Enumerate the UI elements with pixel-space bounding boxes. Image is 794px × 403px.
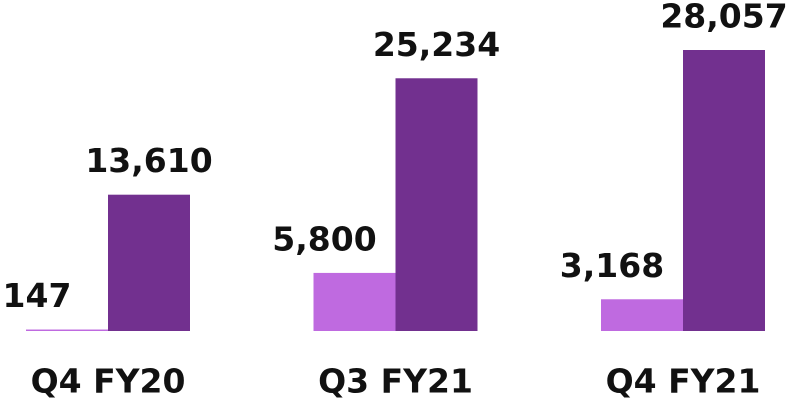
data-label: 13,610 bbox=[85, 141, 212, 180]
data-label: 147 bbox=[3, 276, 72, 315]
bar bbox=[601, 299, 683, 331]
x-tick-label: Q3 FY21 bbox=[318, 362, 473, 401]
data-label: 25,234 bbox=[373, 25, 500, 64]
data-label: 28,057 bbox=[660, 0, 787, 36]
data-label: 5,800 bbox=[272, 219, 376, 258]
x-tick-label: Q4 FY21 bbox=[606, 362, 761, 401]
bar bbox=[395, 78, 478, 332]
bar bbox=[26, 329, 108, 331]
bar bbox=[108, 194, 190, 331]
bar bbox=[313, 272, 396, 331]
bar bbox=[683, 50, 765, 331]
x-tick-label: Q4 FY20 bbox=[31, 362, 186, 401]
data-label: 3,168 bbox=[560, 246, 664, 285]
